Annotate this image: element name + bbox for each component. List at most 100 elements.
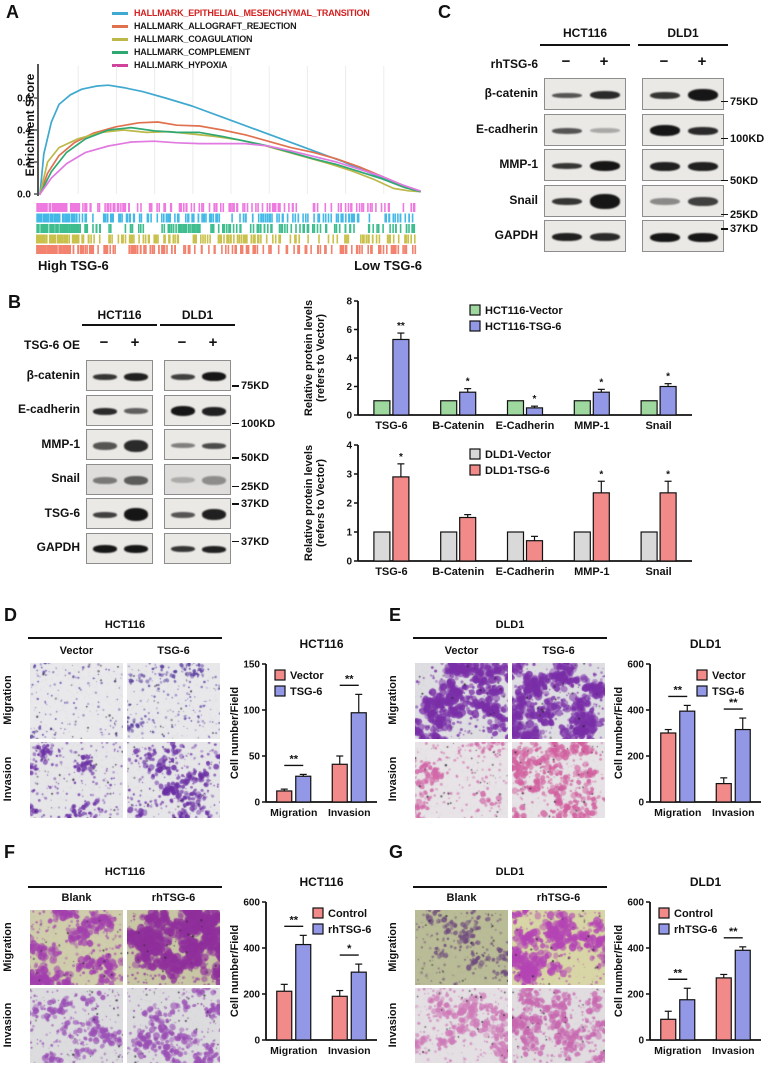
blot-band — [202, 442, 226, 449]
gsea-legend-item: HALLMARK_COAGULATION — [112, 34, 370, 44]
transwell-micrograph-invasion-0 — [30, 742, 123, 818]
blot-group-underline — [540, 44, 630, 46]
blot-mw-dash — [721, 179, 728, 182]
blot-membrane — [642, 78, 724, 110]
svg-text:Invasion: Invasion — [712, 807, 755, 819]
blot-band — [202, 509, 226, 520]
blot-band — [171, 443, 195, 448]
svg-text:**: ** — [673, 967, 682, 979]
blot-mw-dash — [232, 457, 239, 459]
transwell-header-underline — [28, 886, 222, 888]
svg-text:DLD1-TSG-6: DLD1-TSG-6 — [485, 465, 550, 477]
transwell-micrograph-migration-1 — [127, 910, 220, 985]
svg-text:400: 400 — [627, 706, 644, 717]
svg-text:DLD1: DLD1 — [690, 637, 722, 651]
svg-text:DLD1-Vector: DLD1-Vector — [485, 449, 552, 461]
blot-group-header: DLD1 — [181, 308, 214, 322]
svg-text:*: * — [666, 469, 670, 480]
western-blot-tsg6-oe: HCT116 DLD1 TSG-6 OE − + − + β-catenin 75KD E-cad… — [0, 290, 296, 595]
svg-text:150: 150 — [243, 660, 260, 671]
svg-text:Cell number/Field: Cell number/Field — [613, 925, 625, 1017]
blot-protein-label: E-cadherin — [17, 402, 80, 416]
transwell-micrograph-migration-0 — [415, 910, 508, 985]
panel-e-dld1-transwell: E DLD1 Vector TSG-6 Migration Invasion 0 200 4… — [385, 595, 766, 830]
blot-band — [650, 198, 680, 205]
blot-membrane — [544, 220, 626, 252]
blot-lane-sign: + — [130, 334, 140, 351]
blot-band — [93, 373, 117, 380]
transwell-column-label: Blank — [446, 892, 477, 904]
svg-text:**: ** — [729, 697, 738, 709]
svg-text:*: * — [599, 469, 603, 480]
transwell-row-label: Invasion — [2, 1002, 14, 1047]
blot-group-header: HCT116 — [97, 308, 142, 322]
transwell-row-label: Invasion — [387, 1002, 399, 1047]
blot-band — [590, 128, 620, 133]
blot-protein-label: GAPDH — [36, 540, 80, 554]
svg-text:8: 8 — [346, 297, 352, 308]
blot-membrane — [164, 394, 231, 426]
svg-text:Invasion: Invasion — [712, 1045, 755, 1057]
blot-band — [202, 475, 226, 485]
panel-f-hct116-rhtsg6-transwell: F HCT116 Blank rhTSG-6 Migration Invasion 0 2… — [0, 830, 385, 1068]
blot-lane-sign: − — [561, 53, 571, 70]
blot-band — [650, 161, 680, 171]
panel-a-gsea: A HALLMARK_EPITHELIAL_MESENCHYMAL_TRANSI… — [0, 0, 430, 290]
transwell-column-label: rhTSG-6 — [151, 892, 196, 904]
svg-text:Cell number/Field: Cell number/Field — [229, 925, 241, 1017]
blot-mw-label: 37KD — [730, 223, 759, 236]
blot-band — [124, 439, 148, 452]
legend-line-swatch — [112, 24, 128, 28]
blot-band — [590, 194, 620, 209]
bar-chart-hct116-protein-levels: 0 2 4 6 8 TSG-6 B-Catenin E-Cadherin MMP-1 Snail *… — [303, 297, 692, 432]
gsea-legend-label: HALLMARK_ALLOGRAFT_REJECTION — [134, 21, 297, 31]
blot-mw-dash — [721, 137, 728, 140]
transwell-micrograph-invasion-1 — [512, 988, 605, 1063]
svg-text:Control: Control — [674, 908, 713, 920]
legend-line-swatch — [112, 63, 128, 67]
blot-band — [688, 232, 718, 242]
blot-lane-sign: − — [99, 334, 109, 351]
svg-text:TSG-6: TSG-6 — [375, 420, 407, 432]
blot-membrane — [544, 149, 626, 181]
transwell-micrograph-migration-1 — [512, 910, 605, 985]
transwell-cellline-header: DLD1 — [495, 619, 525, 631]
blot-group-underline — [82, 324, 157, 326]
blot-band — [650, 125, 680, 136]
blot-mw-dash — [721, 213, 728, 215]
svg-text:0: 0 — [346, 411, 352, 422]
blot-protein-label: GAPDH — [494, 228, 538, 242]
blot-treatment-label: rhTSG-6 — [490, 57, 538, 71]
svg-text:E-Cadherin: E-Cadherin — [496, 420, 555, 432]
blot-lane-sign: − — [659, 53, 669, 70]
svg-text:0: 0 — [638, 1036, 644, 1047]
blot-protein-label: MMP-1 — [499, 157, 538, 171]
blot-mw-label: 100KD — [730, 132, 765, 145]
blot-membrane — [544, 78, 626, 110]
blot-mw-label: 75KD — [241, 380, 270, 393]
blot-mw-dash — [721, 228, 728, 230]
svg-text:2: 2 — [346, 382, 352, 393]
bar-chart-dld1-protein-levels: 0 1 2 3 4 TSG-6 B-Catenin E-Cadherin MMP-1 Snail *… — [303, 441, 692, 578]
transwell-cellline-header: HCT116 — [104, 619, 146, 631]
legend-line-swatch — [112, 37, 128, 41]
blot-band — [688, 126, 718, 135]
blot-band — [552, 127, 582, 134]
blot-membrane — [164, 360, 231, 391]
blot-mw-label: 37KD — [241, 498, 270, 510]
svg-text:TSG-6: TSG-6 — [290, 686, 322, 698]
svg-text:rhTSG-6: rhTSG-6 — [674, 924, 717, 936]
blot-band — [688, 89, 718, 101]
svg-text:600: 600 — [627, 660, 644, 671]
blot-band — [688, 161, 718, 171]
blot-mw-dash — [232, 540, 239, 543]
svg-text:Migration: Migration — [654, 807, 701, 819]
transwell-micrograph-invasion-0 — [415, 988, 508, 1063]
blot-band — [171, 406, 195, 416]
western-blot-rhtsg6: HCT116 DLD1 rhTSG-6 − + − + β-catenin 75KD E-cadh… — [430, 0, 766, 290]
blot-band — [93, 545, 117, 553]
svg-text:0.6: 0.6 — [17, 94, 31, 105]
svg-text:0.4: 0.4 — [17, 126, 31, 137]
